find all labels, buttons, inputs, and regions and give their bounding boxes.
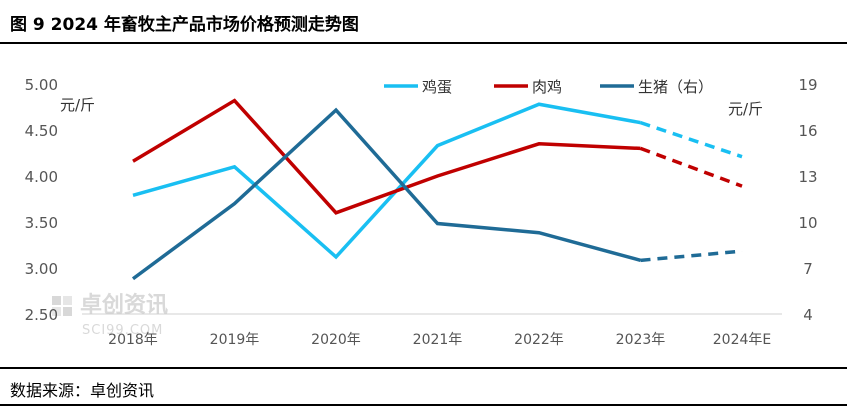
right-tick-label: 7 — [803, 260, 813, 278]
right-tick-label: 4 — [803, 306, 813, 324]
legend: 鸡蛋 肉鸡 生猪（右） — [384, 78, 713, 96]
left-tick-label: 3.50 — [25, 214, 58, 232]
legend-label-1: 肉鸡 — [532, 78, 562, 96]
watermark-text-en: SCI99.COM — [82, 323, 163, 338]
watermark-logo-block — [52, 307, 61, 316]
axes: 2.50 3.00 3.50 4.00 4.50 5.00 4 7 10 13 16 19 元/斤 元/斤… — [25, 76, 818, 348]
left-tick-label: 5.00 — [25, 76, 58, 94]
legend-label-0: 鸡蛋 — [422, 78, 452, 96]
series-line-2 — [131, 107, 641, 281]
series-line-1 — [132, 98, 641, 215]
left-tick-label: 3.00 — [25, 260, 58, 278]
right-tick-label: 10 — [798, 214, 817, 232]
chart-title: 图 9 2024 年畜牧主产品市场价格预测走势图 — [10, 15, 359, 35]
x-tick-label: 2022年 — [514, 332, 564, 348]
series-line-0 — [132, 102, 641, 260]
x-tick-label: 2019年 — [210, 332, 260, 348]
x-tick-label: 2021年 — [413, 332, 463, 348]
left-axis-unit: 元/斤 — [60, 96, 95, 114]
x-tick-label: 2020年 — [311, 332, 361, 348]
x-tick-label: 2018年 — [108, 332, 158, 348]
watermark-logo-block — [52, 296, 61, 305]
series-forecast-line-2 — [640, 249, 743, 263]
left-tick-label: 4.50 — [25, 122, 58, 140]
watermark-logo-block — [63, 307, 72, 316]
x-tick-label: 2024年E — [713, 332, 771, 348]
x-tick-label: 2023年 — [616, 332, 666, 348]
right-tick-label: 16 — [798, 122, 817, 140]
series-forecast-line-0 — [639, 120, 743, 159]
bottom-rule — [0, 404, 847, 406]
source-footer: 数据来源：卓创资讯 — [0, 367, 847, 413]
chart-title-bar: 图 9 2024 年畜牧主产品市场价格预测走势图 — [0, 0, 847, 44]
left-tick-label: 4.00 — [25, 168, 58, 186]
source-note: 数据来源：卓创资讯 — [10, 381, 155, 400]
watermark-logo-block — [63, 296, 72, 305]
right-tick-label: 19 — [798, 76, 817, 94]
series-forecast-line-1 — [639, 146, 743, 188]
series-lines — [131, 98, 743, 281]
left-tick-label: 2.50 — [25, 306, 58, 324]
right-tick-label: 13 — [798, 168, 817, 186]
right-axis-unit: 元/斤 — [728, 100, 763, 118]
legend-label-2: 生猪（右） — [638, 78, 713, 96]
